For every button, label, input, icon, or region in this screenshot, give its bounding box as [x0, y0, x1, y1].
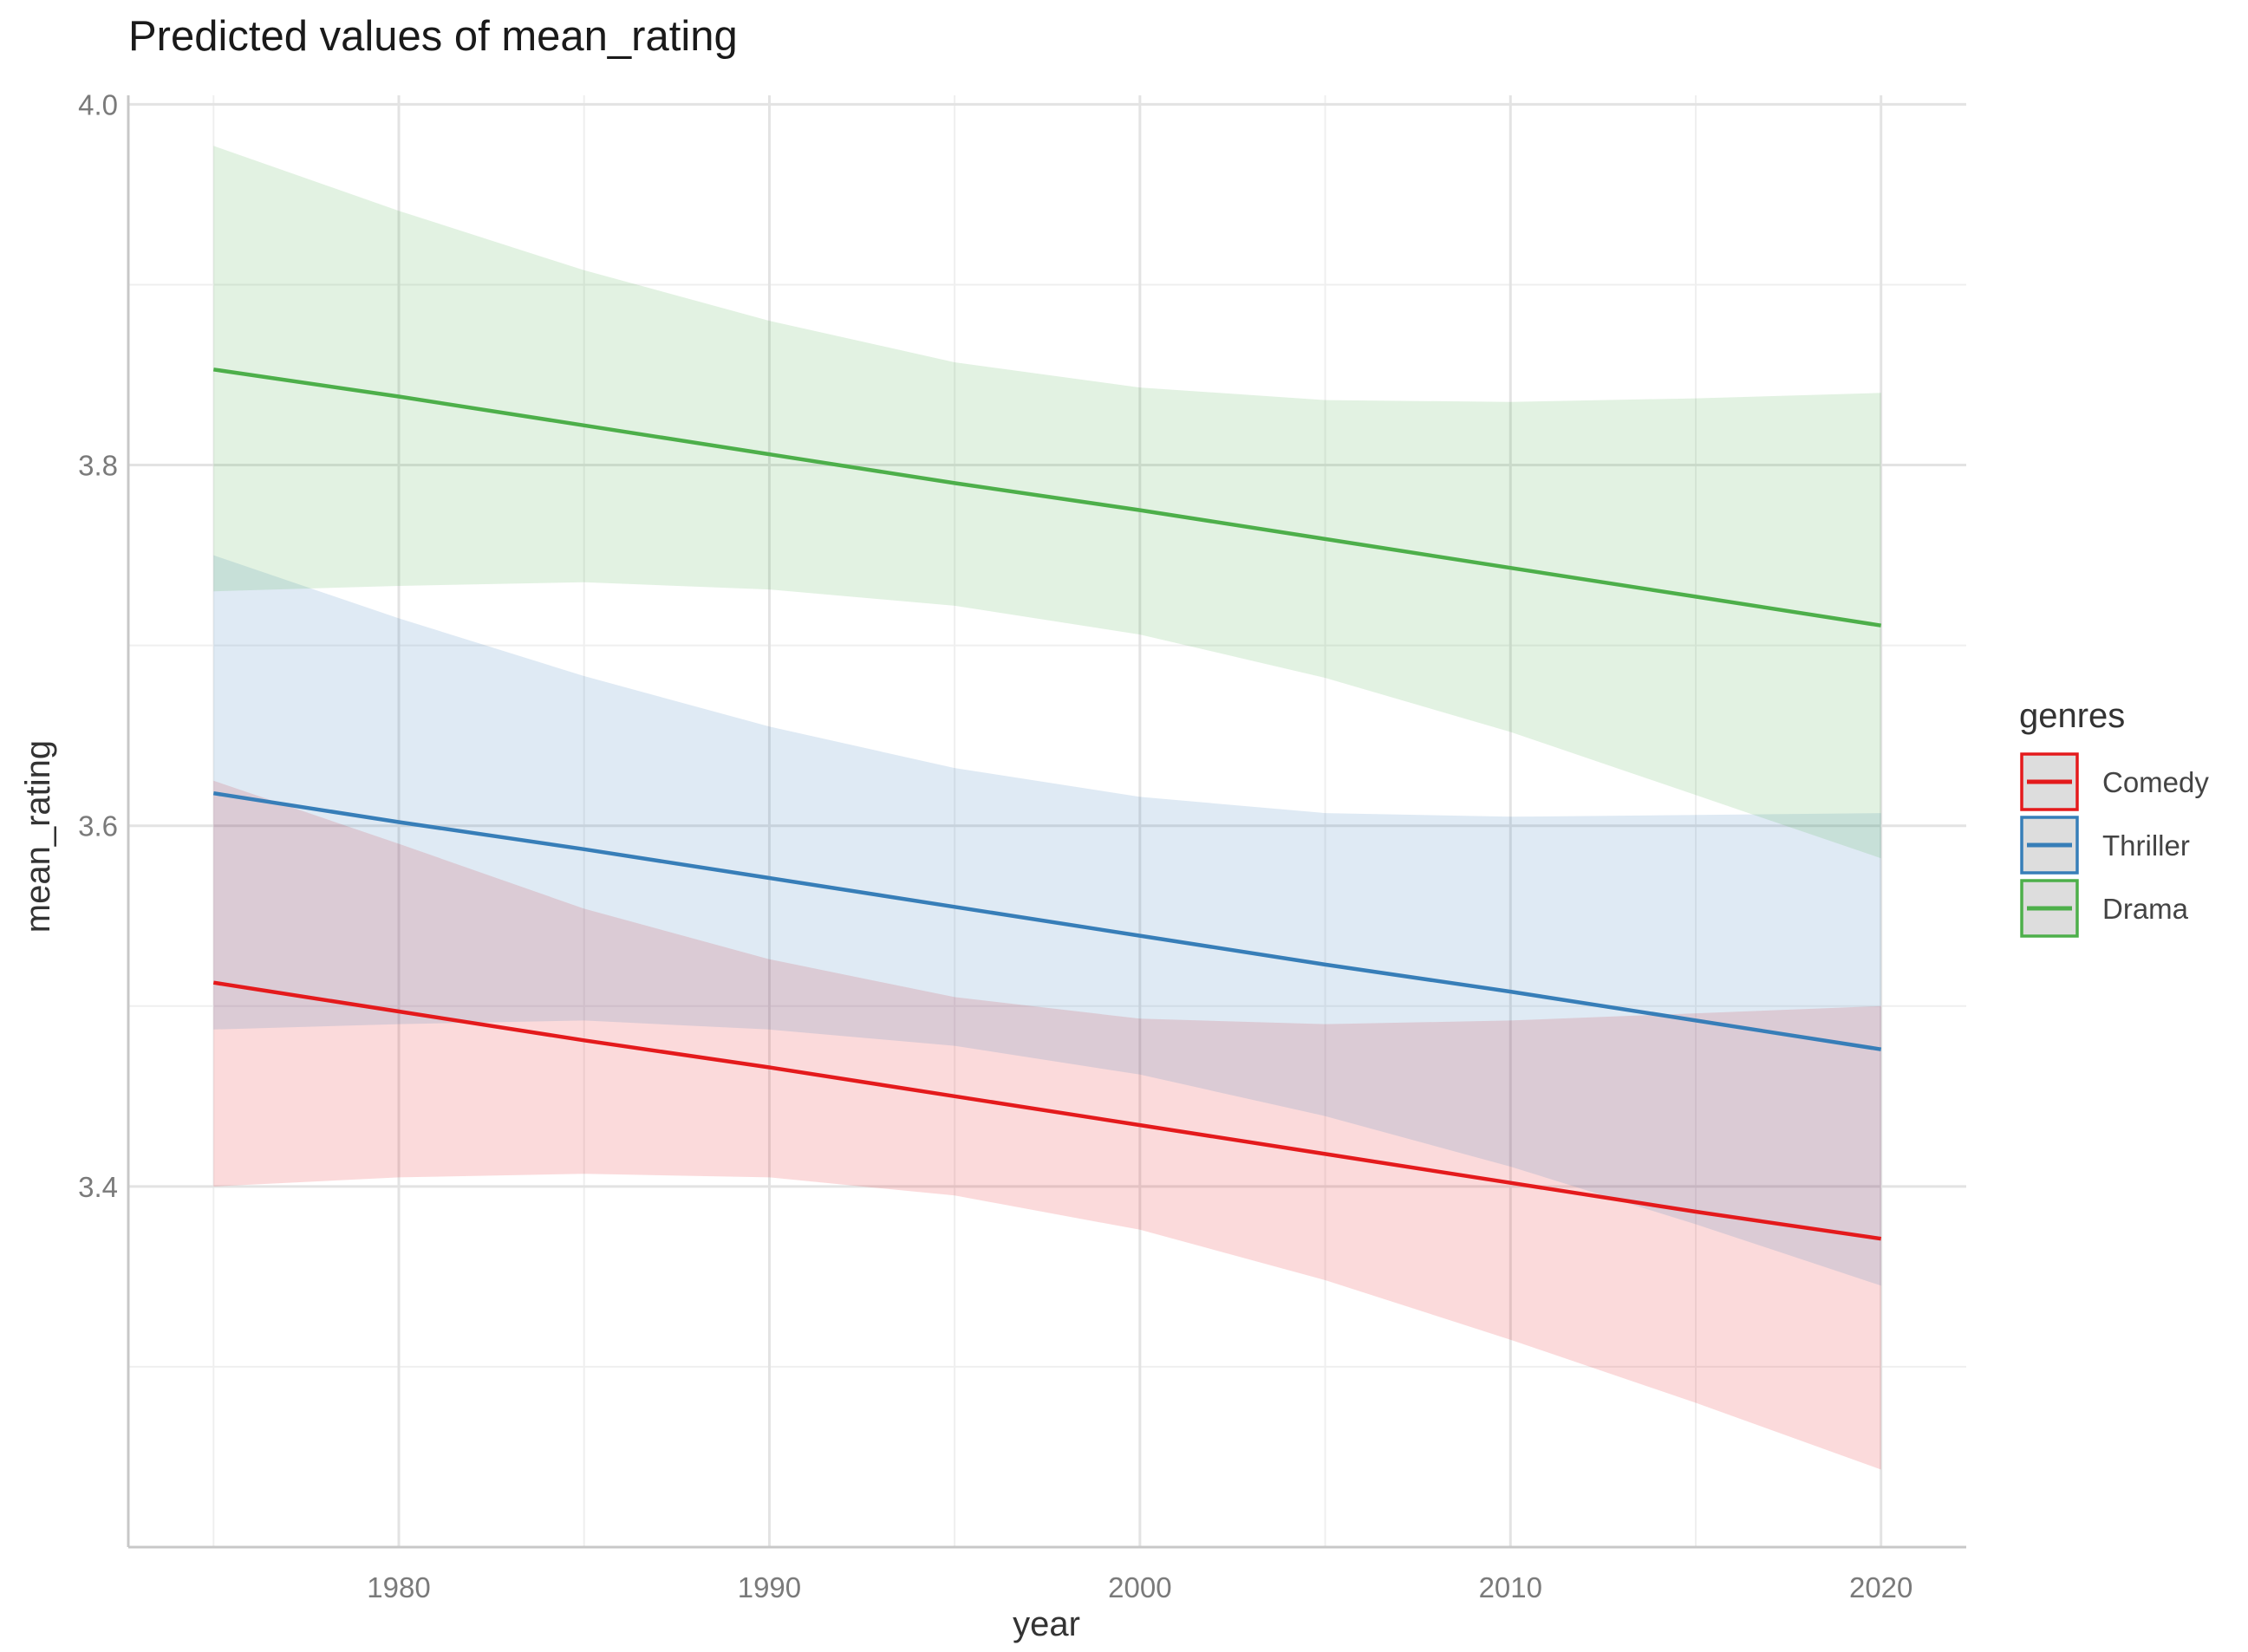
legend-label-comedy: Comedy	[2102, 766, 2209, 798]
drama-confidence-band	[213, 146, 1881, 859]
y-tick-label: 4.0	[78, 88, 118, 120]
legend-item-thriller: Thriller	[2020, 816, 2190, 875]
x-tick-label: 1990	[738, 1571, 801, 1603]
legend-label-thriller: Thriller	[2102, 829, 2190, 862]
x-axis-title: year	[1013, 1605, 1080, 1643]
comedy-confidence-band	[213, 780, 1881, 1470]
y-tick-label: 3.6	[78, 810, 118, 842]
legend: genres Comedy Thriller Drama	[2019, 697, 2209, 938]
x-tick-label: 2000	[1108, 1571, 1171, 1603]
drama-series-line	[212, 367, 1882, 628]
chart-title: Predicted values of mean_rating	[128, 13, 738, 60]
thriller-series-line	[212, 790, 1882, 1051]
y-tick-label: 3.8	[78, 450, 118, 482]
x-tick-label: 2020	[1849, 1571, 1912, 1603]
y-axis-title: mean_rating	[19, 740, 57, 933]
legend-item-comedy: Comedy	[2020, 752, 2209, 811]
x-tick-labels: 1980 1990 2000 2010 2020	[367, 1571, 1912, 1603]
x-tick-label: 2010	[1479, 1571, 1542, 1603]
y-tick-labels: 3.4 3.6 3.8 4.0	[78, 88, 118, 1202]
y-tick-label: 3.4	[78, 1171, 118, 1203]
series-lines	[212, 367, 1882, 1241]
legend-title: genres	[2019, 697, 2125, 735]
legend-label-drama: Drama	[2102, 893, 2189, 925]
comedy-series-line	[212, 980, 1882, 1241]
x-tick-label: 1980	[367, 1571, 430, 1603]
legend-item-drama: Drama	[2020, 879, 2189, 938]
minor-gridlines	[128, 95, 1966, 1547]
